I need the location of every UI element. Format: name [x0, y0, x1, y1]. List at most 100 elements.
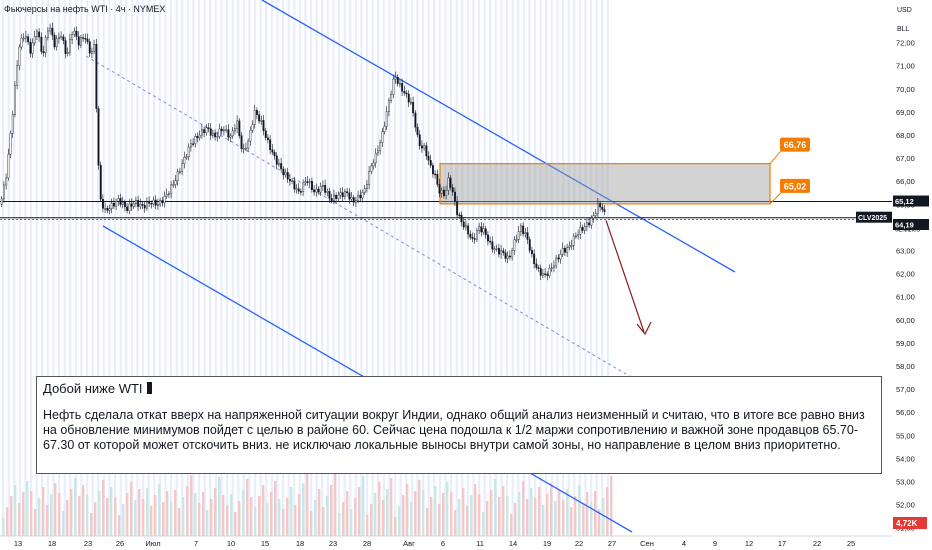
session-stripe	[394, 0, 397, 536]
session-stripe	[517, 0, 520, 536]
session-stripe	[528, 0, 531, 536]
candle-body	[418, 134, 421, 147]
candle-body	[99, 164, 102, 200]
volume-bar	[362, 476, 365, 536]
volume-bar	[350, 509, 353, 536]
candle-body	[20, 37, 23, 48]
candle-body	[66, 51, 69, 54]
candle-body	[515, 239, 518, 241]
volume-bar	[218, 477, 221, 536]
volume-bar	[178, 508, 181, 536]
candle-body	[586, 222, 588, 227]
candle-body	[27, 36, 30, 43]
volume-tag-bg	[893, 517, 927, 529]
candle-body	[62, 36, 65, 41]
candle-body	[590, 217, 593, 226]
volume-bar	[10, 496, 13, 536]
volume-bar	[334, 474, 337, 536]
candle-body	[88, 41, 91, 54]
session-stripe	[30, 0, 33, 536]
candle-body	[572, 235, 575, 246]
candle-body	[504, 252, 507, 259]
candle-body	[484, 228, 487, 236]
candle-body	[377, 150, 379, 154]
session-stripe	[265, 0, 268, 536]
session-stripe	[595, 0, 598, 536]
volume-bar	[470, 495, 473, 536]
candle-body	[412, 101, 415, 114]
candle-body	[106, 208, 109, 211]
volume-bar	[510, 514, 513, 536]
session-stripe	[466, 0, 469, 536]
candle-body	[165, 194, 168, 197]
level-price-tag: 65,12	[893, 195, 929, 207]
candle-body	[575, 235, 577, 238]
volume-bar	[466, 506, 469, 536]
candle-body	[278, 163, 280, 165]
x-tick-label: 15	[261, 539, 269, 548]
candle-body	[108, 208, 111, 211]
session-stripe	[343, 0, 346, 536]
volume-bar	[358, 487, 361, 536]
volume-bar	[170, 501, 173, 536]
volume-bar	[182, 497, 185, 536]
session-stripe	[606, 0, 609, 536]
volume-bar	[454, 510, 457, 536]
session-stripe	[164, 0, 167, 536]
volume-bar	[206, 510, 209, 536]
x-tick-label: 17	[778, 539, 786, 548]
session-stripe	[366, 0, 369, 536]
candle-body	[341, 192, 344, 197]
candle-body	[143, 205, 146, 209]
session-stripe	[506, 0, 509, 536]
candle-body	[121, 202, 124, 205]
candle-body	[25, 36, 27, 39]
session-stripe	[181, 0, 184, 536]
volume-bar	[266, 503, 269, 536]
candle-body	[557, 257, 560, 260]
candle-body	[47, 30, 49, 38]
volume-bar	[598, 509, 601, 536]
volume-bar	[498, 497, 501, 536]
volume-bar	[226, 505, 229, 536]
session-stripe	[556, 0, 559, 536]
session-stripe	[287, 0, 290, 536]
volume-bar	[278, 499, 281, 536]
volume-bar	[458, 499, 461, 536]
candle-body	[40, 36, 43, 52]
candle-body	[128, 203, 131, 211]
volume-bar	[58, 493, 61, 536]
candle-body	[227, 129, 230, 138]
session-stripe	[310, 0, 313, 536]
axis-currency: USD	[897, 7, 912, 14]
candle-body	[189, 143, 192, 148]
volume-bar	[90, 513, 93, 536]
candle-body	[366, 184, 368, 190]
x-tick-label: 11	[476, 539, 484, 548]
candle-body	[222, 129, 225, 132]
volume-bar	[562, 500, 565, 536]
volume-bar	[242, 490, 245, 536]
session-stripe	[500, 0, 503, 536]
volume-bar	[238, 501, 241, 536]
candle-body	[170, 184, 173, 194]
zone-low-leader	[769, 191, 783, 205]
volume-bar	[138, 489, 141, 536]
volume-bar	[2, 518, 5, 536]
candle-body	[95, 44, 98, 109]
candle-body	[471, 236, 474, 239]
candle-body	[260, 120, 263, 122]
session-stripe	[410, 0, 413, 536]
y-tick-label: 71,00	[896, 62, 915, 71]
session-stripe	[326, 0, 329, 536]
volume-bar	[294, 505, 297, 536]
volume-bar	[110, 487, 113, 536]
candle-body	[432, 165, 434, 175]
session-stripe	[584, 0, 587, 536]
candle-body	[436, 173, 439, 185]
y-tick-label: 63,00	[896, 247, 915, 256]
time-axis: 13 18 23 26 Июл 7 10 15 18 23 28 Авг 6 11 14 19 22 27 Сен 4…	[0, 535, 932, 550]
volume-bar	[302, 483, 305, 536]
session-stripe	[231, 0, 234, 536]
candle-body	[207, 127, 210, 129]
